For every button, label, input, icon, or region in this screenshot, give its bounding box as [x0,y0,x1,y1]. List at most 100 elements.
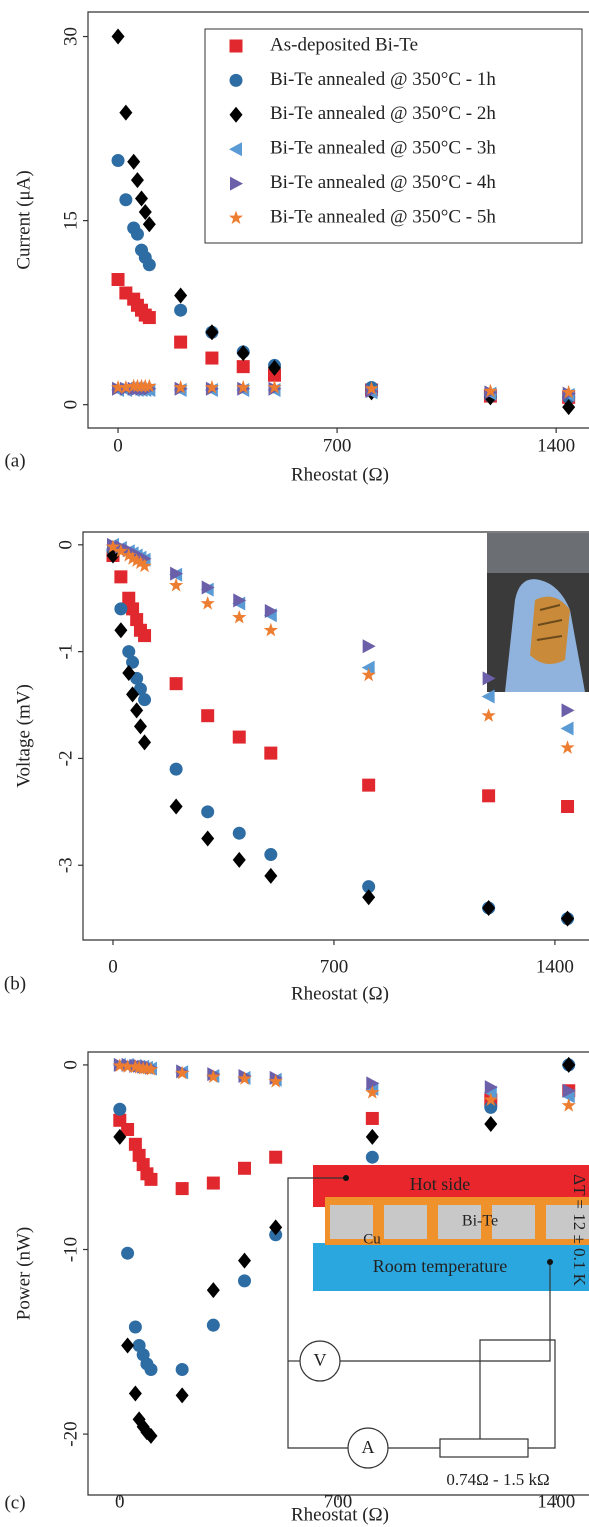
panel-label: (c) [4,1492,25,1513]
data-point [562,399,576,416]
data-point [175,1387,189,1404]
y-tick-label: -10 [60,1237,81,1262]
data-point [114,570,128,584]
y-axis-label: Voltage (mV) [13,684,34,788]
data-point [120,1059,135,1073]
data-point [238,1252,252,1269]
data-point [126,686,140,703]
data-point [133,555,148,570]
data-point [168,577,184,592]
data-point [144,1172,158,1186]
data-point [175,1065,190,1080]
data-point [264,867,278,884]
data-point [269,1150,283,1164]
data-point [142,378,157,393]
data-point [561,703,575,718]
data-point [174,303,188,317]
data-point [142,258,156,272]
data-point [268,359,282,376]
data-point [366,1076,380,1091]
axis-frame [87,11,589,429]
data-point [484,1115,498,1132]
data-point [482,899,496,916]
data-point [204,380,220,394]
data-point [126,655,140,669]
data-point [233,593,247,608]
data-point [119,193,133,207]
x-tick-label: 1400 [536,956,574,977]
legend-marker [230,176,243,191]
data-point [238,1274,252,1288]
data-point [173,380,188,394]
data-point [169,798,183,815]
data-point [174,335,188,349]
data-point [113,1102,127,1116]
data-point [130,227,144,241]
x-tick-label: 0 [113,435,123,456]
data-point [484,1080,498,1095]
data-point [264,746,278,760]
data-point [361,667,376,682]
data-point [232,851,246,868]
data-point [269,1219,283,1236]
data-point [111,28,125,45]
annotation: Room temperature [373,1256,507,1276]
data-point [127,153,141,170]
data-point [118,380,133,394]
data-point [561,384,576,399]
data-point [365,1150,379,1164]
data-point [200,596,215,610]
data-point [174,287,188,304]
data-point [111,273,125,287]
data-point [562,1083,576,1098]
data-point [128,1385,142,1402]
data-point [205,351,219,365]
data-point [232,826,246,840]
annotation: V [314,1350,327,1370]
y-tick-label: -1 [55,644,76,660]
y-tick-label: -20 [60,1421,81,1446]
data-point [112,1058,127,1072]
data-point [365,1128,379,1145]
annotation: 0.74Ω - 1.5 kΩ [446,1470,549,1489]
data-point [483,1092,498,1107]
data-point [144,1362,158,1376]
data-point [170,566,184,581]
data-point [144,1427,158,1444]
data-point [175,1182,189,1196]
data-point [175,1362,189,1376]
data-point [111,153,125,167]
data-point [481,689,495,704]
data-point [122,664,136,681]
data-point [205,324,219,341]
data-point [236,345,250,362]
data-point [130,613,144,627]
data-point [237,1071,252,1085]
x-tick-label: 1400 [537,1491,575,1512]
data-point [232,730,246,744]
legend-label: Bi-Te annealed @ 350°C - 2h [270,103,496,124]
x-axis-label: Rheostat (Ω) [291,1504,389,1525]
annotation: Cu [363,1231,381,1247]
data-point [128,1137,142,1151]
data-point [268,1074,283,1088]
panel-label: (a) [4,450,25,471]
panel-label: (b) [4,973,26,994]
data-point [121,1123,135,1137]
data-point [130,702,144,719]
data-point [365,1085,380,1099]
photo-inset [487,533,589,692]
x-tick-label: 700 [323,435,352,456]
data-point [482,671,496,686]
data-point [121,1337,135,1354]
annotation: Hot side [410,1174,471,1194]
data-point [236,380,251,394]
data-point [206,1069,221,1083]
data-point [364,381,379,395]
data-point [114,622,128,639]
data-point [121,1246,135,1260]
annotation: A [362,1437,375,1457]
x-tick-label: 0 [108,956,118,977]
data-point [238,1161,252,1175]
